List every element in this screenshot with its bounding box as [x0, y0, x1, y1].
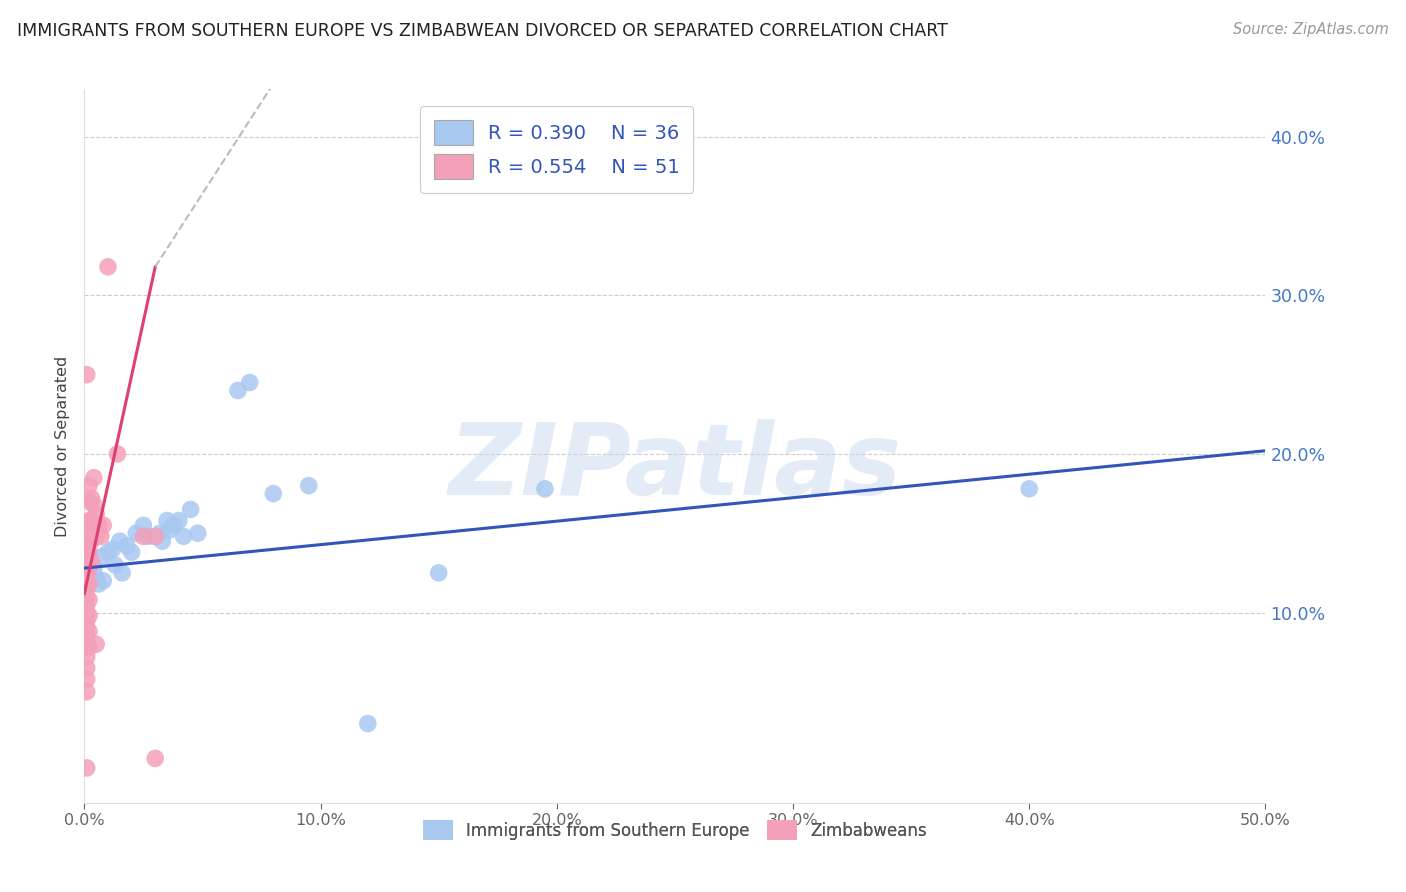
- Point: [357, 716, 380, 731]
- Point: [76, 649, 98, 664]
- Point: [167, 514, 190, 528]
- Point: [80, 555, 103, 569]
- Point: [77, 561, 100, 575]
- Point: [534, 482, 557, 496]
- Point: [107, 447, 129, 461]
- Text: ZIPatlas: ZIPatlas: [449, 419, 901, 516]
- Point: [77, 478, 100, 492]
- Point: [132, 529, 155, 543]
- Point: [143, 529, 166, 543]
- Point: [111, 566, 134, 580]
- Point: [76, 529, 98, 543]
- Point: [121, 545, 143, 559]
- Point: [76, 582, 98, 596]
- Legend: Immigrants from Southern Europe, Zimbabweans: Immigrants from Southern Europe, Zimbabw…: [415, 812, 935, 848]
- Point: [76, 558, 98, 572]
- Point: [115, 539, 138, 553]
- Point: [80, 514, 103, 528]
- Point: [77, 592, 100, 607]
- Point: [77, 545, 100, 559]
- Point: [77, 514, 100, 528]
- Point: [84, 507, 107, 521]
- Point: [87, 518, 110, 533]
- Point: [132, 518, 155, 533]
- Point: [262, 486, 284, 500]
- Point: [173, 529, 195, 543]
- Point: [163, 518, 186, 533]
- Point: [83, 498, 105, 512]
- Point: [97, 545, 120, 559]
- Point: [76, 549, 98, 564]
- Point: [77, 640, 100, 655]
- Point: [298, 478, 321, 492]
- Point: [84, 529, 107, 543]
- Point: [149, 526, 172, 541]
- Point: [76, 598, 98, 612]
- Point: [76, 566, 98, 580]
- Point: [87, 577, 110, 591]
- Point: [104, 558, 127, 572]
- Point: [136, 529, 159, 543]
- Text: IMMIGRANTS FROM SOUTHERN EUROPE VS ZIMBABWEAN DIVORCED OR SEPARATED CORRELATION : IMMIGRANTS FROM SOUTHERN EUROPE VS ZIMBA…: [17, 22, 948, 40]
- Point: [77, 577, 100, 591]
- Point: [77, 608, 100, 623]
- Point: [76, 545, 98, 559]
- Point: [80, 491, 103, 506]
- Point: [76, 640, 98, 655]
- Y-axis label: Divorced or Separated: Divorced or Separated: [55, 355, 70, 537]
- Point: [239, 376, 262, 390]
- Point: [77, 566, 100, 580]
- Point: [76, 518, 98, 533]
- Point: [143, 751, 166, 765]
- Point: [83, 518, 105, 533]
- Point: [76, 606, 98, 620]
- Point: [76, 368, 98, 382]
- Point: [157, 523, 180, 537]
- Point: [101, 542, 124, 557]
- Point: [91, 518, 114, 533]
- Point: [108, 534, 131, 549]
- Point: [150, 534, 173, 549]
- Point: [143, 529, 166, 543]
- Point: [77, 529, 100, 543]
- Point: [76, 761, 98, 775]
- Text: Source: ZipAtlas.com: Source: ZipAtlas.com: [1233, 22, 1389, 37]
- Point: [226, 384, 249, 398]
- Point: [97, 260, 120, 274]
- Point: [76, 539, 98, 553]
- Point: [90, 549, 112, 564]
- Point: [76, 590, 98, 604]
- Point: [77, 624, 100, 639]
- Point: [76, 614, 98, 628]
- Point: [76, 629, 98, 643]
- Point: [180, 502, 202, 516]
- Point: [83, 561, 105, 575]
- Point: [125, 526, 148, 541]
- Point: [76, 661, 98, 675]
- Point: [91, 574, 114, 588]
- Point: [90, 529, 112, 543]
- Point: [76, 685, 98, 699]
- Point: [84, 571, 107, 585]
- Point: [76, 672, 98, 686]
- Point: [77, 494, 100, 508]
- Point: [83, 471, 105, 485]
- Point: [80, 534, 103, 549]
- Point: [187, 526, 209, 541]
- Point: [80, 555, 103, 569]
- Point: [76, 558, 98, 572]
- Point: [76, 574, 98, 588]
- Point: [427, 566, 450, 580]
- Point: [84, 637, 107, 651]
- Point: [76, 621, 98, 635]
- Point: [1018, 482, 1040, 496]
- Point: [156, 514, 179, 528]
